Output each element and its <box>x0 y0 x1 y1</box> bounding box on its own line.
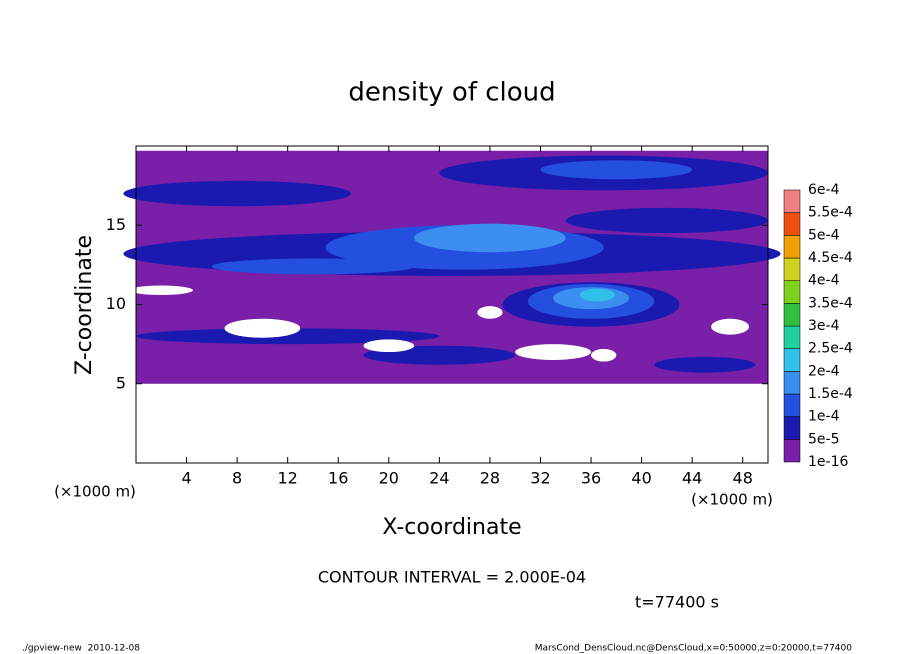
time-label: t=77400 s <box>635 593 719 612</box>
x-tick-label: 36 <box>581 469 601 488</box>
colorbar-label: 5e-5 <box>808 431 839 447</box>
colorbar-label: 1e-4 <box>808 409 840 425</box>
contour-fill <box>136 328 440 345</box>
colorbar-label: 5.5e-4 <box>808 205 853 221</box>
contour-hole <box>363 339 415 353</box>
colorbar-box <box>783 280 801 304</box>
x-tick-label: 28 <box>480 469 500 488</box>
contour-fill <box>211 258 415 275</box>
contour-fill <box>579 288 616 302</box>
contour-hole <box>129 285 193 295</box>
colorbar-label: 4.5e-4 <box>808 250 853 266</box>
colorbar-box <box>783 325 801 349</box>
x-tick-label: 48 <box>733 469 753 488</box>
x-tick-label: 32 <box>530 469 550 488</box>
y-tick-label: 15 <box>106 215 126 234</box>
y-axis-label: Z-coordinate <box>72 235 97 375</box>
colorbar-box <box>783 416 801 440</box>
contour-hole <box>515 344 592 360</box>
x-tick-label: 12 <box>278 469 298 488</box>
y-tick-label: 10 <box>106 294 126 313</box>
contour-fill <box>565 207 768 234</box>
colorbar-label: 2.5e-4 <box>808 341 853 357</box>
colorbar-box <box>783 393 801 417</box>
x-axis-label: X-coordinate <box>382 515 521 540</box>
x-tick-label: 8 <box>232 469 242 488</box>
x-tick-label: 20 <box>379 469 399 488</box>
contour-fill <box>123 180 351 207</box>
colorbar-box <box>783 371 801 395</box>
colorbar-box <box>783 348 801 372</box>
contour-hole <box>711 318 750 335</box>
colorbar-label: 4e-4 <box>808 273 840 289</box>
y-unit: (×1000 m) <box>54 483 136 501</box>
colorbar-label: 3e-4 <box>808 318 840 334</box>
contour-hole <box>224 318 301 338</box>
colorbar-label: 1e-16 <box>808 454 848 470</box>
footer-right: MarsCond_DensCloud.nc@DensCloud,x=0:5000… <box>535 644 852 654</box>
footer-left: ./gpview-new 2010-12-08 <box>22 644 140 654</box>
contour-fill <box>654 356 756 373</box>
colorbar-label: 2e-4 <box>808 363 840 379</box>
colorbar-box <box>783 303 801 327</box>
colorbar-box <box>783 189 801 213</box>
contour-hole <box>591 348 617 362</box>
x-unit: (×1000 m) <box>691 491 773 509</box>
colorbar-label: 1.5e-4 <box>808 386 853 402</box>
contour-hole <box>477 306 503 319</box>
colorbar-box <box>783 257 801 281</box>
y-tick-label: 5 <box>116 373 126 392</box>
x-tick-label: 16 <box>328 469 348 488</box>
x-tick-label: 40 <box>631 469 651 488</box>
colorbar-box <box>783 212 801 236</box>
chart-title: density of cloud <box>348 78 555 108</box>
contour-fill <box>414 223 566 253</box>
x-tick-label: 24 <box>429 469 449 488</box>
contour-interval: CONTOUR INTERVAL = 2.000E-04 <box>318 568 586 587</box>
x-tick-label: 4 <box>181 469 191 488</box>
colorbar-box <box>783 235 801 259</box>
colorbar-box <box>783 439 801 463</box>
colorbar-label: 3.5e-4 <box>808 295 853 311</box>
x-tick-label: 44 <box>682 469 702 488</box>
colorbar-label: 6e-4 <box>808 182 840 198</box>
colorbar-label: 5e-4 <box>808 227 840 243</box>
contour-fill <box>540 160 693 180</box>
